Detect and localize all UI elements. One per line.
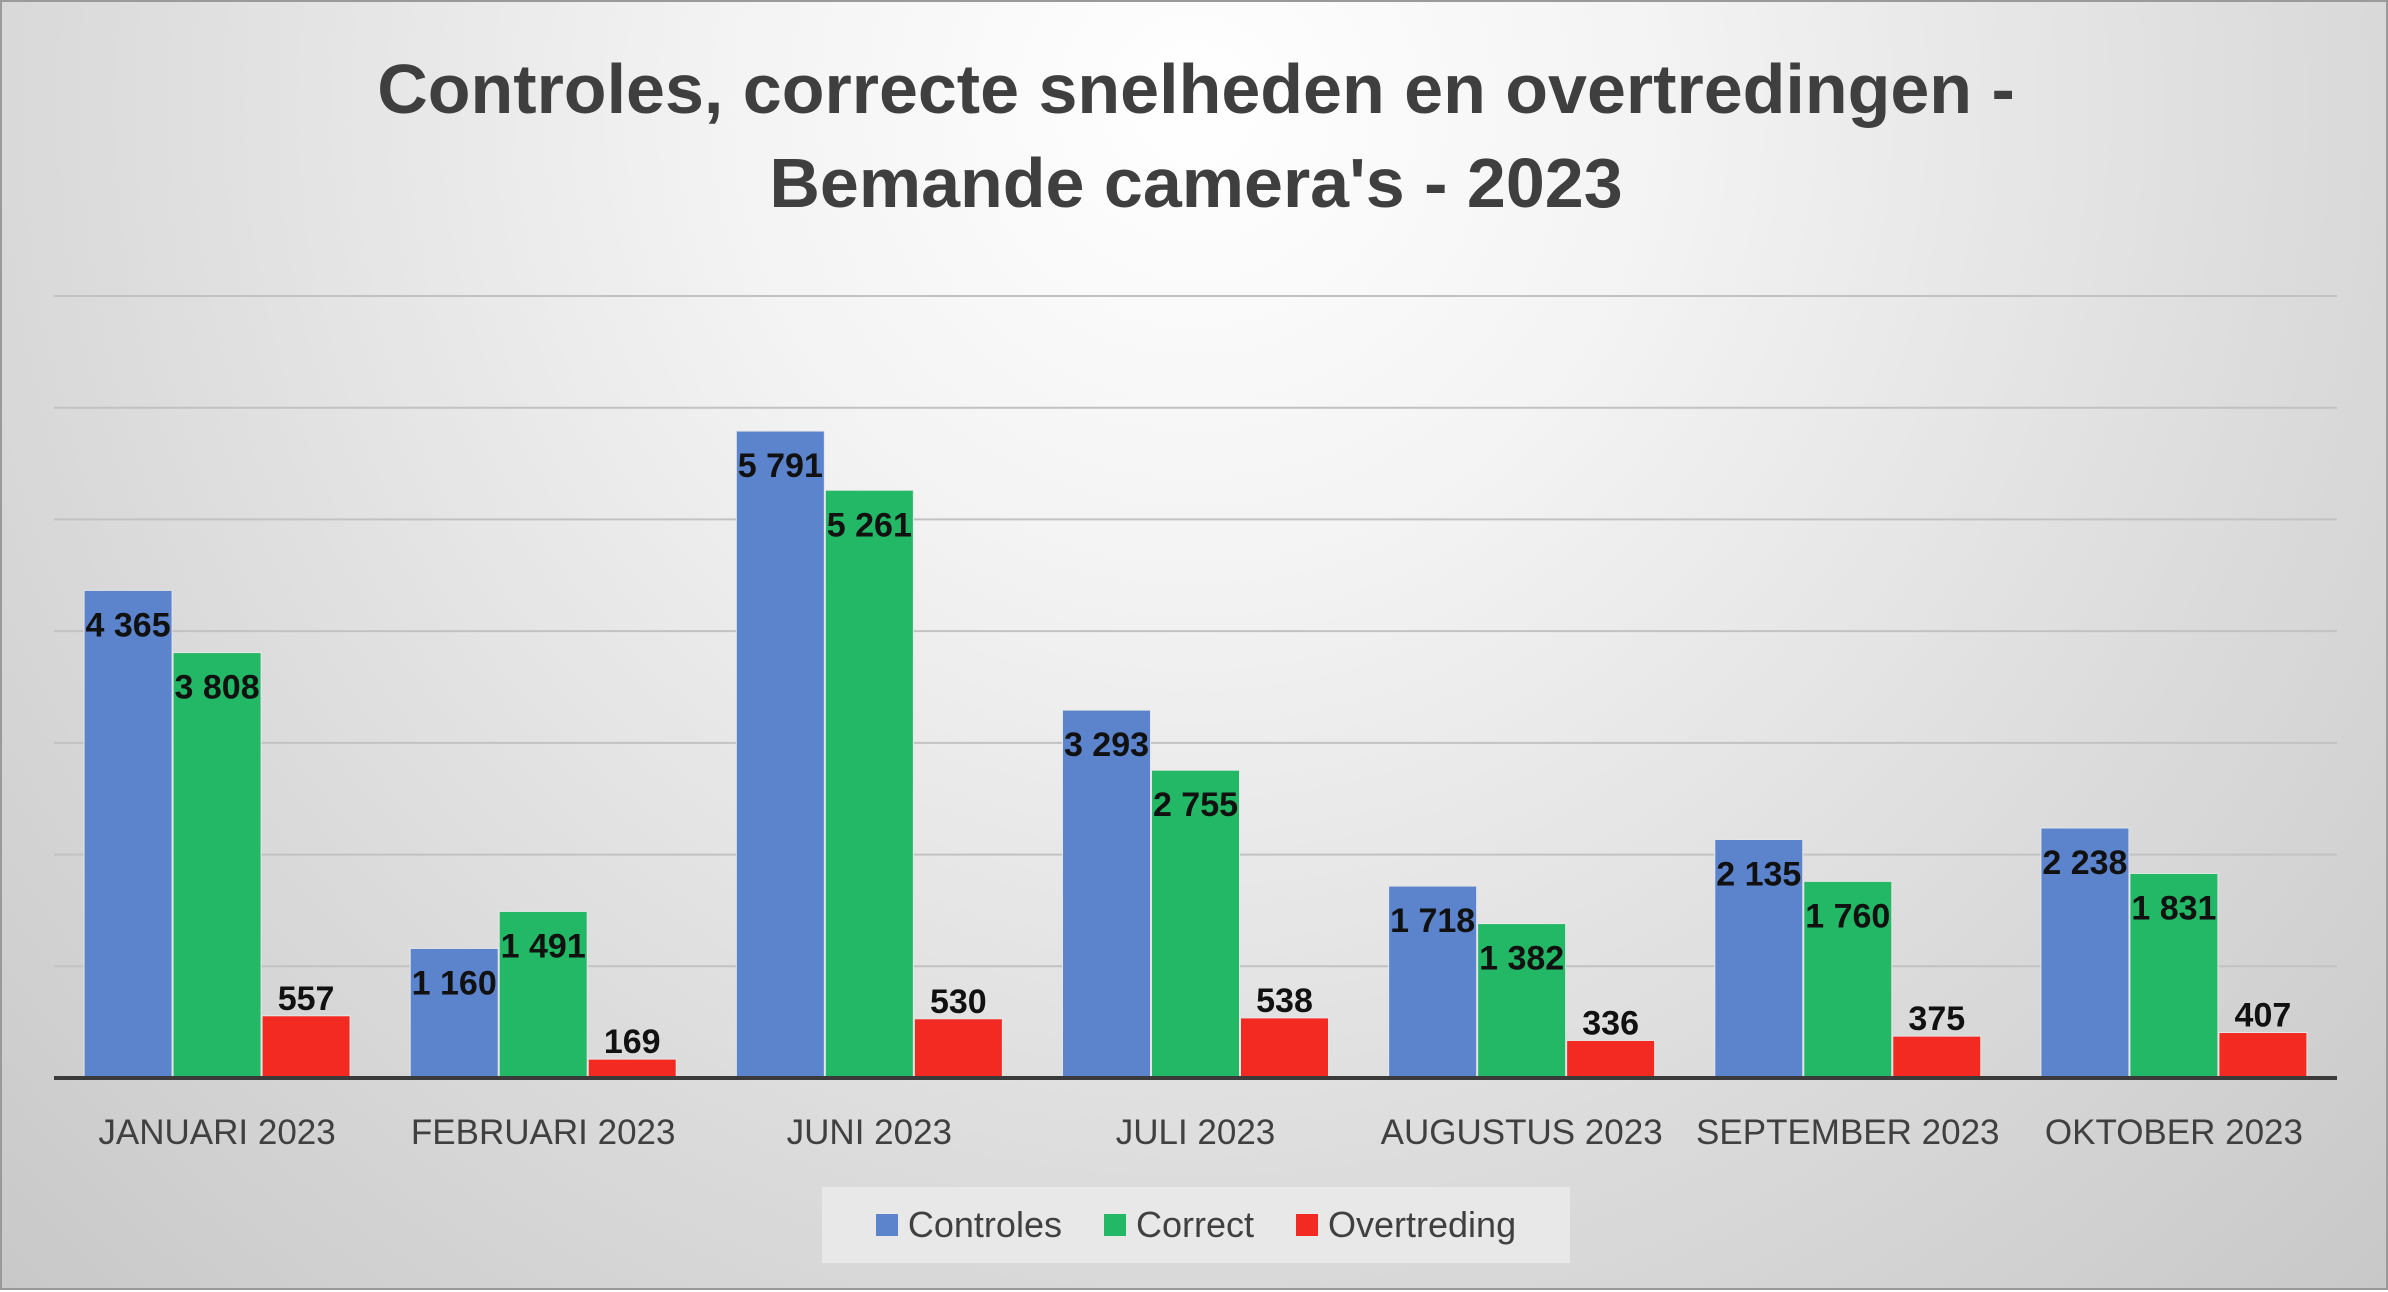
data-label-correct-0: 3 808 (175, 669, 260, 707)
bar-controles-3 (1062, 709, 1151, 1079)
legend-swatch-correct (1103, 1214, 1126, 1236)
category-label-0: JANUARI 2023 (98, 1113, 335, 1152)
bar-correct-4 (1477, 923, 1567, 1079)
data-label-overtreding-0: 557 (278, 980, 335, 1018)
data-label-overtreding-3: 538 (1256, 982, 1313, 1020)
bar-overtreding-0 (261, 1015, 351, 1079)
legend-item-correct: Correct (1103, 1204, 1254, 1246)
legend: Controles Correct Overtreding (822, 1187, 1570, 1263)
legend-label-correct: Correct (1135, 1204, 1254, 1245)
data-label-controles-3: 3 293 (1064, 726, 1149, 764)
category-label-4: AUGUSTUS 2023 (1381, 1113, 1663, 1152)
bar-controles-0 (83, 589, 173, 1079)
data-label-overtreding-5: 375 (1908, 1000, 1965, 1038)
bar-correct-5 (1803, 880, 1893, 1079)
data-label-correct-3: 2 755 (1153, 786, 1238, 824)
data-label-correct-5: 1 760 (1805, 897, 1890, 935)
data-label-controles-1: 1 160 (412, 964, 497, 1002)
data-label-controles-4: 1 718 (1390, 902, 1475, 940)
bar-overtreding-2 (913, 1018, 1003, 1079)
data-label-controles-0: 4 365 (86, 606, 171, 644)
bar-overtreding-6 (2218, 1032, 2308, 1079)
data-label-controles-2: 5 791 (738, 447, 823, 485)
data-label-overtreding-4: 336 (1582, 1004, 1639, 1042)
data-label-overtreding-2: 530 (930, 983, 987, 1021)
legend-swatch-controles (875, 1214, 898, 1236)
chart-title-line-2: Bemande camera's - 2023 (769, 144, 1623, 222)
bar-controles-6 (2040, 827, 2130, 1079)
legend-item-overtreding: Overtreding (1296, 1204, 1516, 1246)
legend-item-controles: Controles (875, 1204, 1062, 1246)
bar-controles-1 (409, 947, 499, 1079)
data-label-controles-6: 2 238 (2042, 844, 2127, 882)
data-label-controles-5: 2 135 (1716, 855, 1801, 893)
chart-title: Controles, correcte snelheden en overtre… (2, 42, 2388, 230)
chart-title-line-1: Controles, correcte snelheden en overtre… (377, 50, 2015, 128)
category-label-6: OKTOBER 2023 (2045, 1113, 2303, 1152)
bar-correct-3 (1151, 769, 1240, 1079)
bar-overtreding-1 (587, 1058, 677, 1079)
data-label-correct-4: 1 382 (1479, 940, 1564, 978)
data-label-overtreding-1: 169 (604, 1023, 661, 1061)
data-label-overtreding-6: 407 (2235, 997, 2292, 1035)
category-label-3: JULI 2023 (1116, 1113, 1276, 1152)
bar-overtreding-4 (1566, 1039, 1656, 1079)
data-label-correct-2: 5 261 (827, 506, 912, 544)
legend-label-controles: Controles (907, 1204, 1062, 1245)
data-label-correct-1: 1 491 (501, 927, 586, 965)
bar-overtreding-3 (1240, 1017, 1329, 1079)
legend-swatch-overtreding (1296, 1214, 1318, 1236)
bar-correct-6 (2129, 872, 2219, 1079)
bar-overtreding-5 (1892, 1035, 1982, 1079)
data-label-correct-6: 1 831 (2131, 889, 2216, 927)
bar-controles-2 (735, 430, 825, 1079)
category-label-5: SEPTEMBER 2023 (1696, 1113, 1999, 1152)
category-label-2: JUNI 2023 (787, 1113, 952, 1152)
category-label-1: FEBRUARI 2023 (411, 1113, 676, 1152)
legend-label-overtreding: Overtreding (1328, 1204, 1517, 1245)
bar-correct-0 (172, 652, 262, 1079)
bar-correct-1 (498, 910, 588, 1079)
bar-correct-2 (824, 489, 914, 1079)
